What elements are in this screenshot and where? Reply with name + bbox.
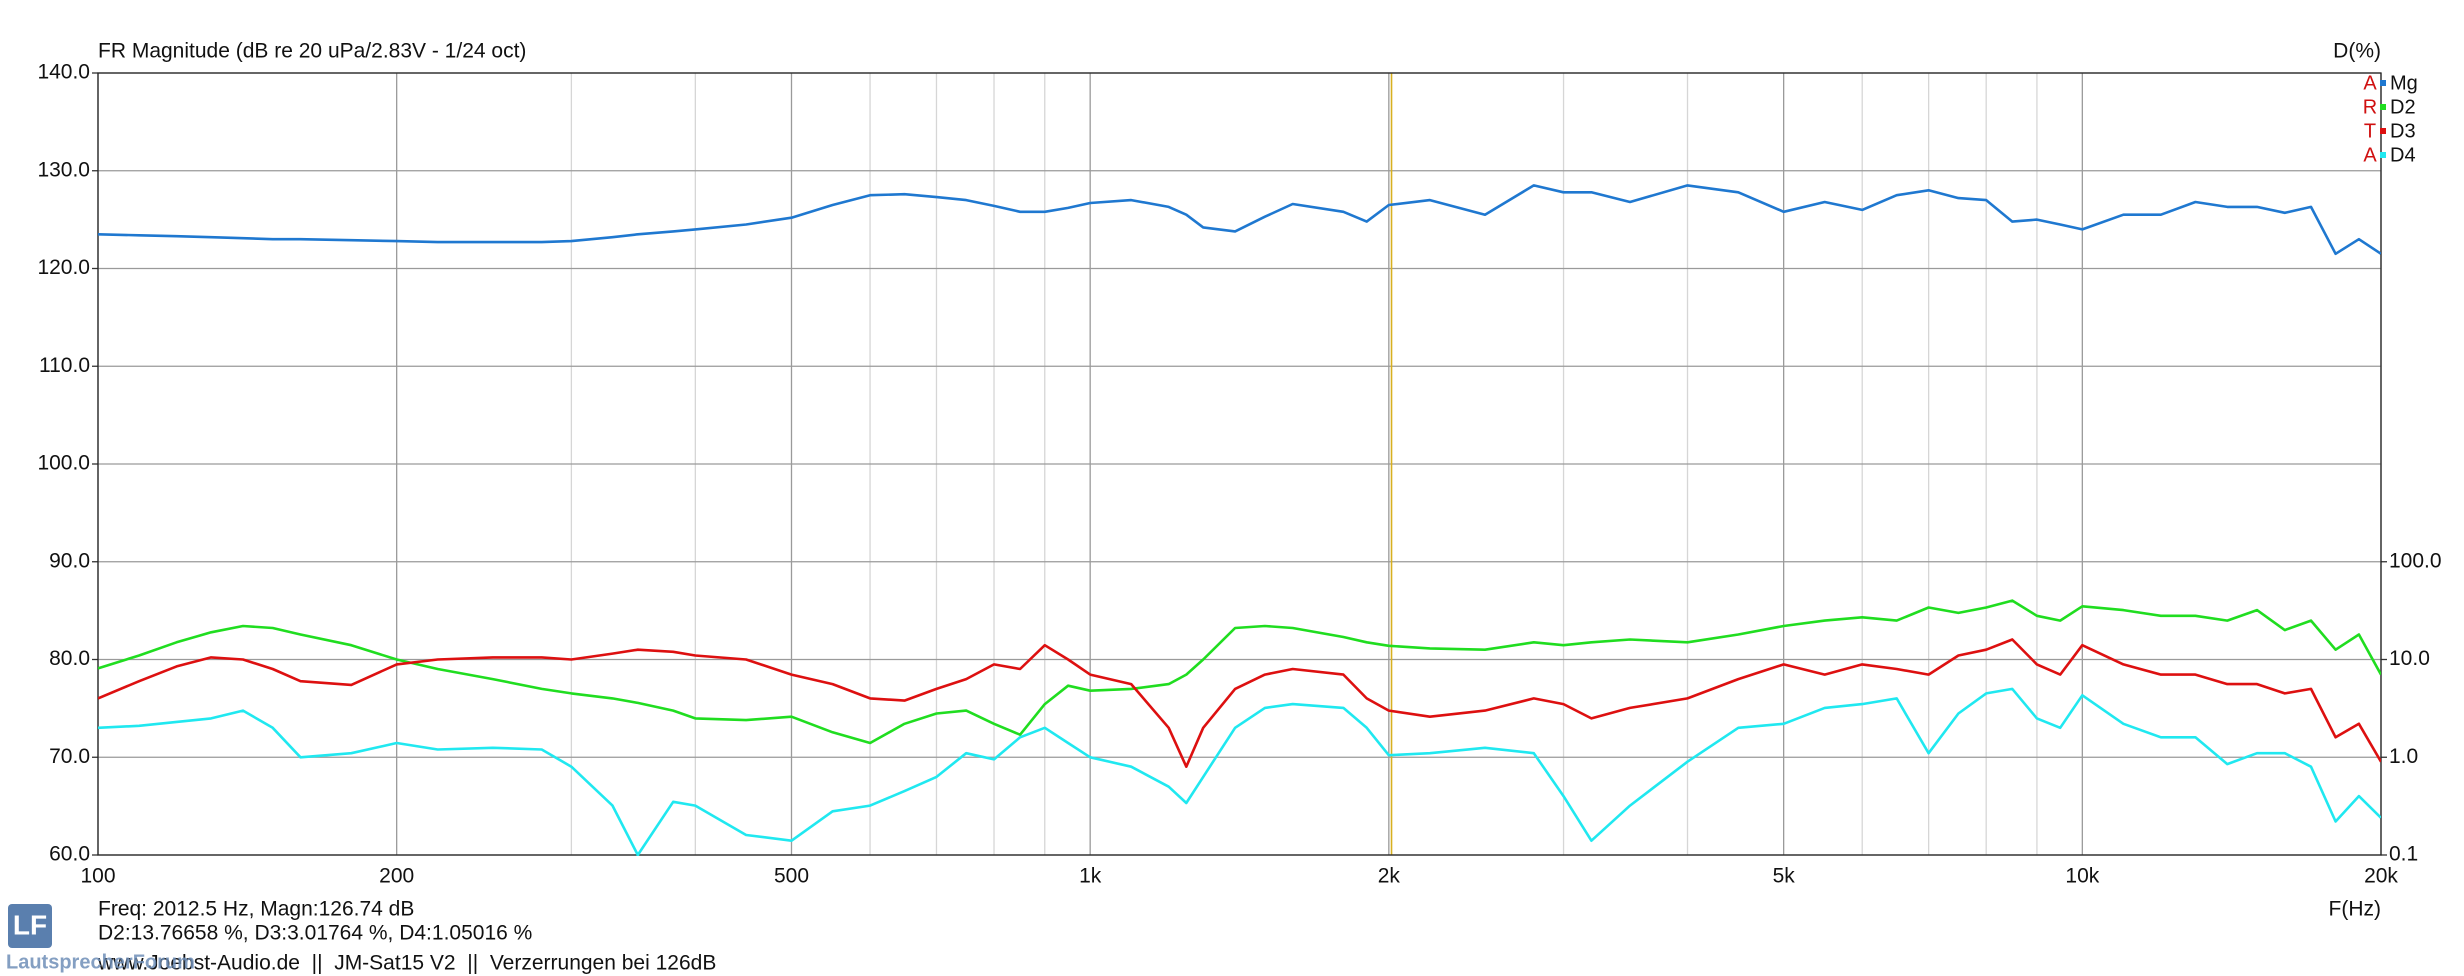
y2-tick-label: 100.0 — [2389, 549, 2442, 572]
logo-box — [8, 904, 52, 948]
legend-label: D4 — [2390, 144, 2416, 166]
x-tick-label: 20k — [2364, 865, 2398, 888]
y-tick-label: 90.0 — [49, 549, 90, 572]
y2-tick-label: 1.0 — [2389, 745, 2418, 768]
brand-letter: A — [2363, 72, 2377, 94]
brand-letter: R — [2363, 96, 2377, 118]
x-tick-label: 10k — [2065, 865, 2099, 888]
y-tick-label: 80.0 — [49, 647, 90, 670]
x-tick-label: 2k — [1378, 865, 1401, 888]
x-tick-label: 5k — [1773, 865, 1796, 888]
y-tick-label: 60.0 — [49, 843, 90, 866]
y-tick-label: 120.0 — [37, 256, 90, 279]
series-line — [98, 184, 2381, 256]
y-tick-label: 140.0 — [37, 61, 90, 84]
legend-swatch — [2380, 80, 2386, 86]
y-tick-label: 100.0 — [37, 452, 90, 475]
x-tick-label: 1k — [1079, 865, 1102, 888]
x-tick-label: 200 — [379, 865, 414, 888]
legend-swatch — [2380, 152, 2386, 158]
y-tick-label: 110.0 — [39, 354, 90, 377]
series-line — [98, 599, 2381, 745]
readout-line: D2:13.76658 %, D3:3.01764 %, D4:1.05016 … — [98, 922, 532, 945]
legend-label: D2 — [2390, 96, 2416, 118]
logo: LF LautsprecherForum — [6, 904, 195, 973]
series-line — [98, 687, 2381, 856]
series-line — [98, 638, 2381, 768]
y2-tick-label: 0.1 — [2389, 843, 2418, 866]
x-tick-label: 100 — [80, 865, 115, 888]
chart-title: FR Magnitude (dB re 20 uPa/2.83V - 1/24 … — [98, 40, 526, 63]
plot-frame — [97, 72, 2382, 856]
readout-line: Freq: 2012.5 Hz, Magn:126.74 dB — [98, 898, 414, 921]
x-tick-label: 500 — [774, 865, 809, 888]
y2-axis-label: D(%) — [2333, 40, 2381, 63]
logo-mark: LF — [13, 909, 47, 940]
y2-tick-label: 10.0 — [2389, 647, 2430, 670]
logo-text: LautsprecherForum — [6, 951, 195, 973]
brand-letter: T — [2364, 120, 2376, 142]
y-tick-label: 70.0 — [49, 745, 90, 768]
legend-swatch — [2380, 128, 2386, 134]
x-axis-label: F(Hz) — [2329, 898, 2381, 921]
footer: www.Joebst-Audio.de || JM-Sat15 V2 || Ve… — [97, 952, 716, 975]
brand-letter: A — [2363, 144, 2377, 166]
y-tick-label: 130.0 — [37, 158, 90, 181]
legend-label: Mg — [2390, 72, 2418, 94]
legend-swatch — [2380, 104, 2386, 110]
legend-label: D3 — [2390, 120, 2416, 142]
